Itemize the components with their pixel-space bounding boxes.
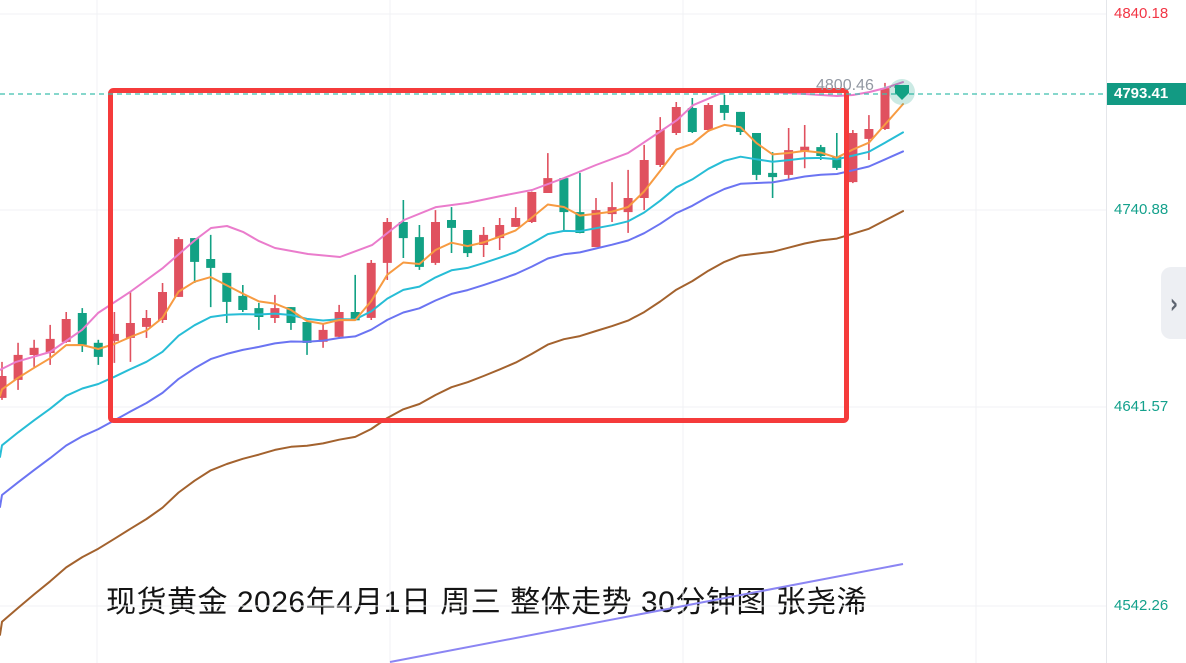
y-axis-label: 4840.18: [1114, 5, 1169, 22]
y-axis-label: 4542.26: [1114, 597, 1169, 614]
y-axis-label: 4641.57: [1114, 398, 1169, 415]
chevron-right-icon: ›: [1169, 286, 1179, 320]
high-price-annotation: 4800.46: [816, 77, 874, 94]
price-marker-icon: [895, 85, 909, 100]
highlight-rectangle[interactable]: [108, 88, 849, 423]
y-axis-label: 4740.88: [1114, 201, 1169, 218]
chart-caption: 现货黄金 2026年4月1日 周三 整体走势 30分钟图 张尧浠: [106, 586, 868, 619]
collapse-axis-button[interactable]: ›: [1161, 267, 1186, 339]
price-axis-panel[interactable]: 4840.18 4740.88 4641.57 4542.26 4793.41 …: [1106, 0, 1186, 663]
current-price-badge: 4793.41: [1107, 83, 1186, 105]
trend-line[interactable]: [389, 563, 904, 663]
